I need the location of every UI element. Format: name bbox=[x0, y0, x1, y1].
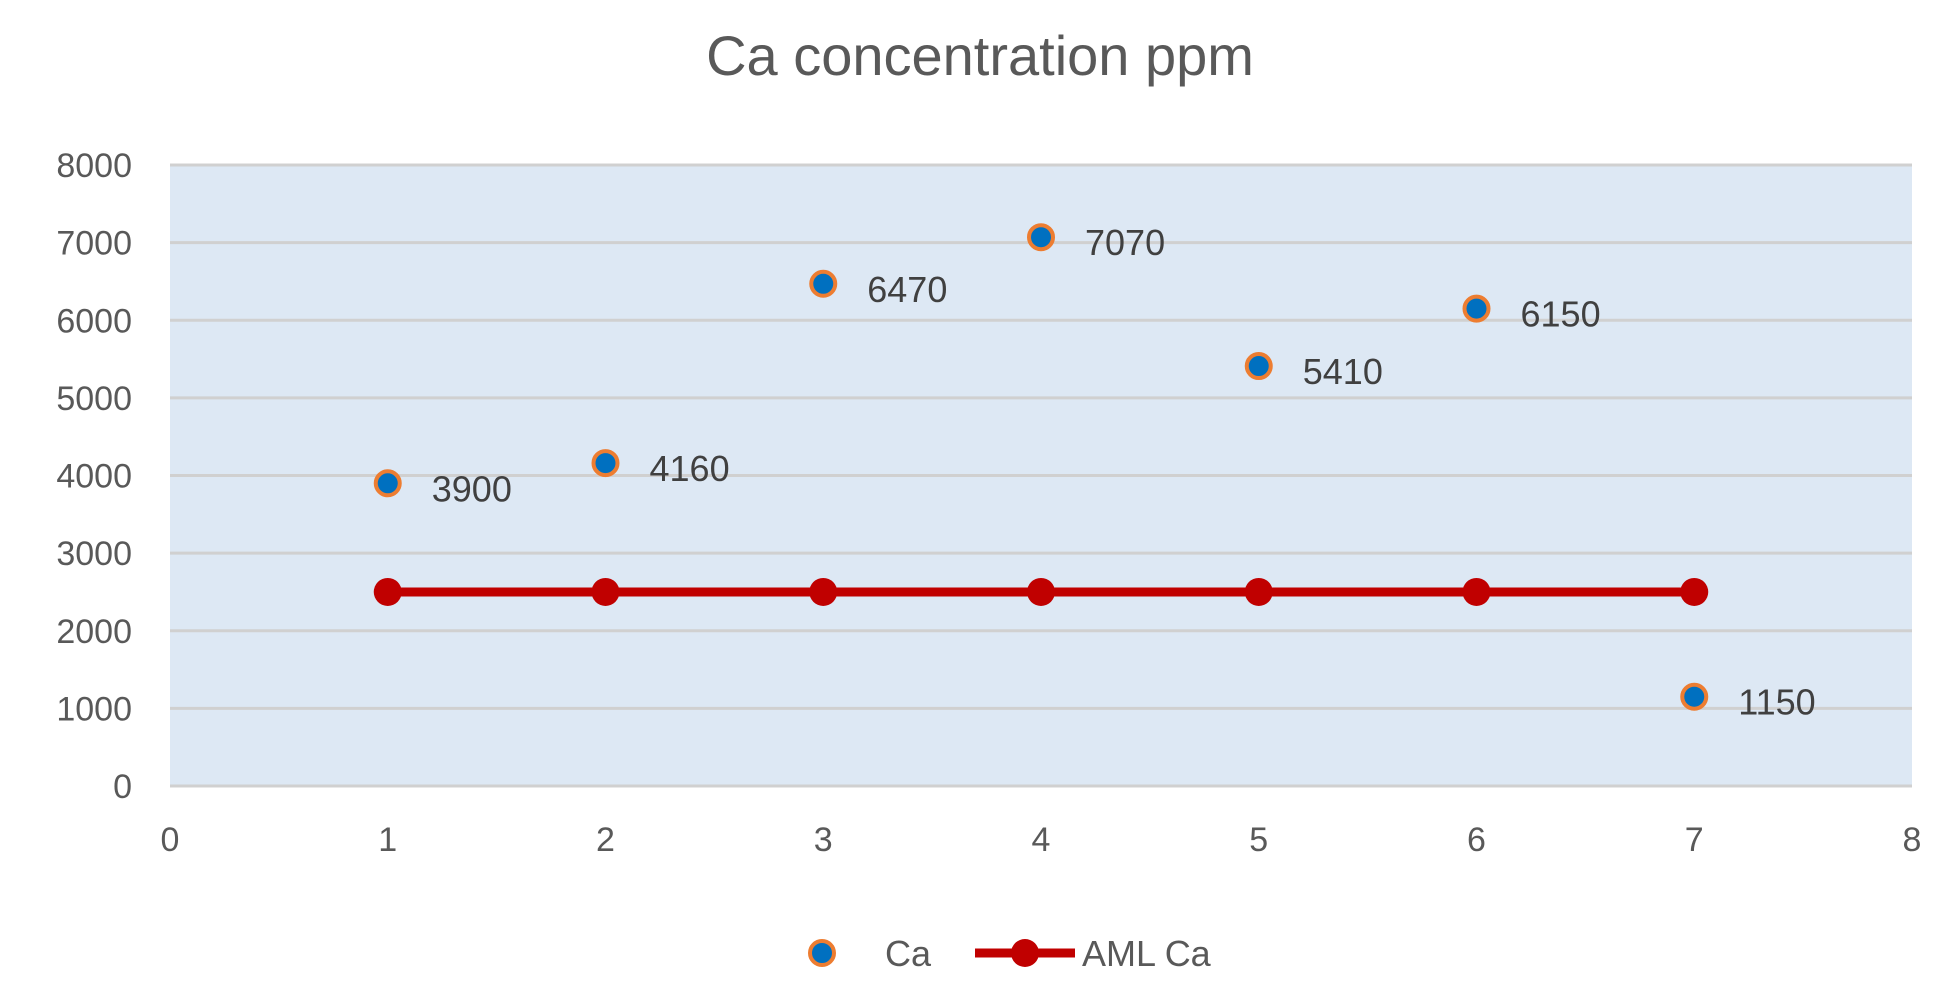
x-tick-label: 6 bbox=[1467, 821, 1486, 859]
x-tick-label: 0 bbox=[161, 821, 180, 859]
y-tick-label: 7000 bbox=[56, 225, 132, 263]
y-tick-label: 8000 bbox=[56, 147, 132, 185]
ca-point bbox=[1462, 294, 1491, 323]
y-tick-label: 3000 bbox=[56, 535, 132, 573]
aml-ca-marker bbox=[809, 577, 838, 606]
aml-ca-marker bbox=[1680, 577, 1709, 606]
gridlines bbox=[170, 163, 1912, 788]
aml-ca-marker bbox=[1462, 577, 1491, 606]
ca-data-label: 1150 bbox=[1738, 682, 1815, 723]
aml-ca-marker bbox=[1027, 577, 1055, 606]
x-tick-label: 7 bbox=[1685, 821, 1704, 859]
legend-label-aml-ca: AML Ca bbox=[1082, 933, 1212, 974]
y-tick-label: 2000 bbox=[56, 613, 132, 651]
x-tick-label: 8 bbox=[1903, 821, 1922, 859]
ca-data-label: 6470 bbox=[867, 269, 947, 310]
scatter-series-layer bbox=[373, 223, 1709, 711]
line-series-layer bbox=[373, 577, 1709, 606]
legend-marker-ca bbox=[808, 939, 836, 967]
x-tick-label: 3 bbox=[814, 821, 833, 859]
legend-label-ca: Ca bbox=[885, 933, 932, 974]
x-axis-ticks: 0 1 2 3 4 5 6 7 8 bbox=[161, 821, 1922, 859]
legend-marker-aml-ca bbox=[1011, 939, 1039, 967]
ca-data-label: 4160 bbox=[650, 448, 730, 489]
ca-point bbox=[1680, 682, 1709, 711]
y-tick-label: 1000 bbox=[56, 690, 132, 728]
aml-ca-marker bbox=[1244, 577, 1273, 606]
ca-data-label: 7070 bbox=[1085, 222, 1165, 263]
y-tick-label: 0 bbox=[113, 768, 132, 806]
chart-title: Ca concentration ppm bbox=[706, 24, 1254, 87]
x-tick-label: 2 bbox=[596, 821, 615, 859]
ca-point bbox=[591, 449, 620, 478]
y-tick-label: 6000 bbox=[56, 302, 132, 340]
ca-data-label: 6150 bbox=[1521, 294, 1601, 335]
y-tick-label: 4000 bbox=[56, 458, 132, 496]
legend: Ca AML Ca bbox=[808, 933, 1212, 974]
aml-ca-marker bbox=[591, 577, 620, 606]
y-axis-ticks: 0 1000 2000 3000 4000 5000 6000 7000 8000 bbox=[56, 147, 132, 806]
ca-point bbox=[1027, 223, 1055, 252]
ca-data-label: 5410 bbox=[1303, 351, 1383, 392]
ca-point bbox=[809, 269, 838, 298]
x-tick-label: 4 bbox=[1032, 821, 1051, 859]
x-tick-label: 1 bbox=[378, 821, 397, 859]
aml-ca-marker bbox=[373, 577, 402, 606]
y-tick-label: 5000 bbox=[56, 380, 132, 418]
ca-point bbox=[1244, 352, 1273, 381]
x-tick-label: 5 bbox=[1249, 821, 1268, 859]
ca-point bbox=[373, 469, 402, 498]
data-labels: 3900 4160 6470 7070 5410 6150 1150 bbox=[432, 222, 1816, 723]
ca-data-label: 3900 bbox=[432, 468, 512, 509]
